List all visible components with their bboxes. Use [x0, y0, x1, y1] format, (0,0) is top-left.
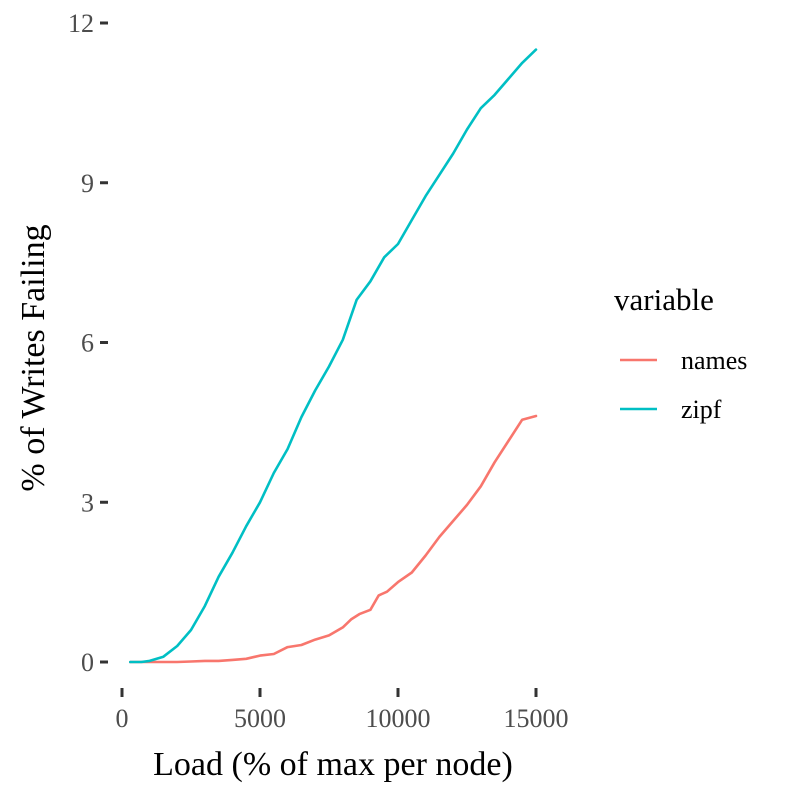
x-tick-label: 10000 [366, 704, 431, 733]
y-tick-label: 0 [81, 648, 94, 677]
legend-label-names: names [681, 346, 747, 375]
y-tick-label: 3 [81, 488, 94, 517]
x-tick-label: 15000 [504, 704, 569, 733]
y-axis-title: % of Writes Failing [15, 224, 52, 491]
legend-label-zipf: zipf [681, 395, 722, 424]
x-tick-label: 5000 [234, 704, 286, 733]
y-tick-label: 6 [81, 329, 94, 358]
legend: variable names zipf [614, 282, 747, 424]
y-tick-label: 9 [81, 169, 94, 198]
legend-title: variable [614, 282, 714, 317]
x-axis-title: Load (% of max per node) [153, 746, 513, 783]
series-line-names [129, 414, 538, 664]
y-tick-label: 12 [68, 9, 94, 38]
series-line-zipf [129, 48, 538, 664]
x-tick-label: 0 [116, 704, 129, 733]
